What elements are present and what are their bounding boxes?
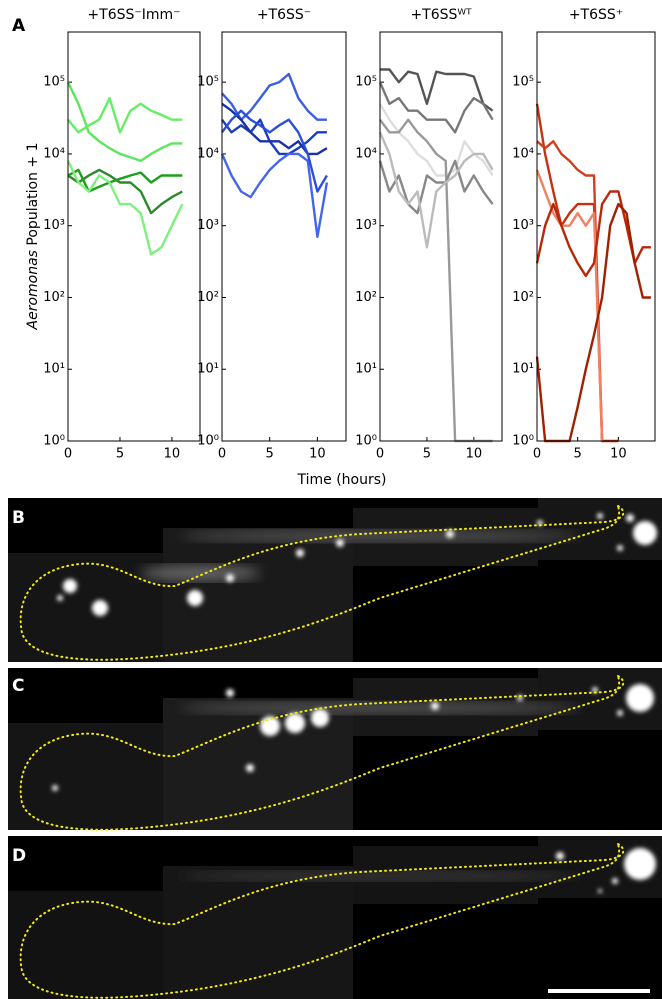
data-line — [66, 160, 184, 256]
x-tick-label: 5 — [574, 447, 582, 462]
data-line — [221, 118, 327, 156]
y-tick-label: 10⁴ — [43, 146, 65, 161]
y-tick-label: 10¹ — [512, 362, 534, 377]
y-tick-label: 10⁵ — [355, 75, 377, 90]
x-tick-label: 0 — [218, 447, 226, 462]
y-tick-label: 10⁴ — [512, 146, 534, 161]
x-tick-label: 0 — [376, 447, 384, 462]
chart-title: +T6SS⁻Imm⁻ — [87, 7, 180, 23]
data-line — [67, 168, 183, 193]
micrograph — [8, 836, 662, 999]
y-tick-label: 10¹ — [355, 362, 377, 377]
axes-box — [221, 31, 347, 442]
y-tick-label: 10³ — [512, 218, 534, 233]
data-line — [536, 140, 604, 442]
axes-box — [67, 31, 201, 442]
data-line — [67, 168, 183, 215]
data-line — [378, 81, 494, 134]
y-axis-label: Aeromonas Population + 1 — [25, 142, 41, 330]
y-tick-label: 10⁰ — [512, 434, 534, 449]
y-tick-label: 10⁵ — [512, 75, 534, 90]
y-tick-label: 10² — [43, 290, 65, 305]
y-tick-label: 10⁰ — [43, 434, 65, 449]
axes-box — [536, 31, 656, 442]
x-tick-label: 10 — [610, 447, 627, 462]
data-line — [535, 103, 619, 443]
y-tick-label: 10⁰ — [355, 434, 377, 449]
x-tick-label: 5 — [423, 447, 431, 462]
chart-title: +T6SSᵂᵀ — [410, 7, 472, 23]
data-line — [221, 102, 328, 156]
y-tick-label: 10⁵ — [43, 75, 65, 90]
y-tick-label: 10¹ — [197, 362, 219, 377]
panel-label: B — [12, 508, 25, 528]
x-tick-label: 5 — [266, 447, 274, 462]
y-tick-label: 10³ — [355, 218, 377, 233]
data-line — [378, 159, 494, 215]
data-line — [380, 68, 494, 112]
micrograph — [8, 498, 662, 662]
data-line — [220, 152, 329, 238]
y-tick-label: 10² — [512, 290, 534, 305]
y-tick-label: 10³ — [43, 218, 65, 233]
x-tick-label: 5 — [116, 447, 124, 462]
panel-label: C — [12, 676, 24, 696]
chart-title: +T6SS⁻ — [257, 7, 311, 23]
panel-label: A — [12, 16, 26, 36]
y-tick-label: 10² — [355, 290, 377, 305]
chart-title: +T6SS⁺ — [569, 7, 623, 23]
y-tick-label: 10⁵ — [197, 75, 219, 90]
x-tick-label: 0 — [533, 447, 541, 462]
data-line — [378, 103, 494, 177]
data-line — [221, 109, 328, 193]
y-tick-label: 10² — [197, 290, 219, 305]
data-line — [378, 131, 494, 249]
axes-box — [379, 31, 503, 442]
y-tick-label: 10⁴ — [355, 146, 377, 161]
y-tick-label: 10⁰ — [197, 434, 219, 449]
x-tick-label: 10 — [466, 447, 483, 462]
y-tick-label: 10³ — [197, 218, 219, 233]
panel-label: D — [12, 846, 26, 866]
data-line — [535, 169, 604, 442]
data-line — [379, 118, 493, 443]
x-tick-label: 10 — [309, 447, 326, 462]
x-tick-label: 0 — [64, 447, 72, 462]
y-tick-label: 10⁴ — [197, 146, 219, 161]
data-line — [67, 96, 183, 134]
micrograph — [8, 668, 662, 831]
y-tick-label: 10¹ — [43, 362, 65, 377]
x-tick-label: 10 — [164, 447, 181, 462]
x-axis-label: Time (hours) — [297, 472, 387, 488]
